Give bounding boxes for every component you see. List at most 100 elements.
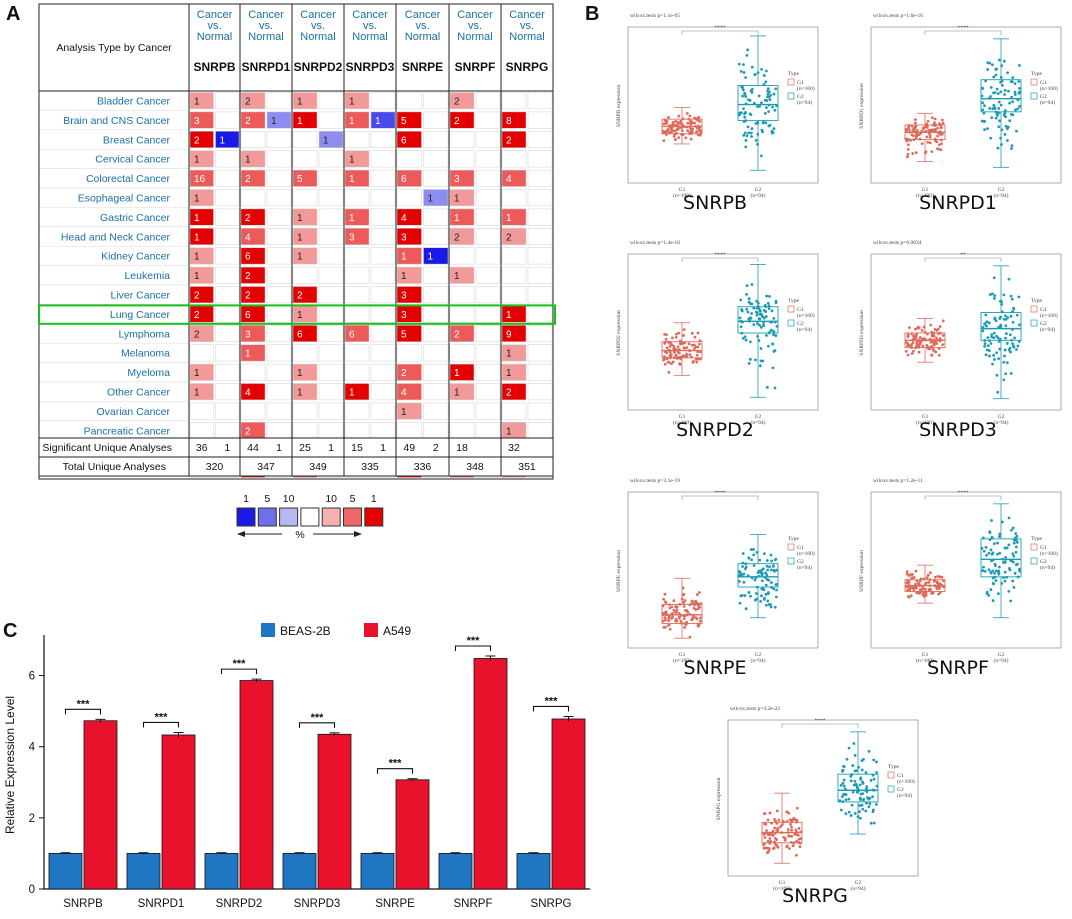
g2-point <box>766 568 770 572</box>
g1-point <box>663 616 667 620</box>
g2-point <box>1010 528 1013 532</box>
heat-cell-value: 2 <box>245 213 251 224</box>
g1-point <box>925 332 929 336</box>
g1-point <box>910 124 914 128</box>
heat-cell <box>475 247 501 265</box>
g2-point <box>770 585 773 589</box>
g2-point <box>995 351 999 355</box>
g2-point <box>755 313 759 317</box>
heat-cell <box>370 92 396 110</box>
g1-point <box>678 602 682 606</box>
g2-point <box>747 591 751 594</box>
g2-point <box>985 324 988 328</box>
g2-point <box>1010 144 1014 147</box>
g1-point <box>776 829 780 833</box>
g2-point <box>748 316 752 320</box>
gene-header-cell <box>239 3 293 92</box>
g2-point <box>762 320 766 324</box>
qpcr-bar-chart: BEAS-2B A549 Relative Expression Level 0… <box>3 623 590 910</box>
g1-point <box>918 579 922 583</box>
g1-point <box>911 573 914 576</box>
total-value: 335 <box>361 461 379 473</box>
legend-g2-key <box>1030 92 1038 100</box>
g1-point <box>933 117 937 121</box>
g1-point <box>905 129 909 133</box>
g1-point <box>926 119 930 123</box>
heat-cell-value: 16 <box>194 174 206 185</box>
heat-cell-value: 1 <box>349 174 355 185</box>
g2-point <box>871 795 875 799</box>
g2-point <box>1007 277 1011 281</box>
g2-point <box>875 771 879 774</box>
heat-cell <box>423 228 449 245</box>
total-value: 348 <box>466 461 484 473</box>
g2-point <box>772 333 776 337</box>
test-label: wilcox.tests p=4.2e-22 <box>730 706 780 712</box>
bar-beas-2b-snrpb <box>48 853 83 890</box>
g1-point <box>780 831 783 835</box>
heat-cell <box>292 111 318 129</box>
heat-cell <box>189 247 214 265</box>
heat-cell <box>501 383 527 401</box>
total-value: 349 <box>309 461 327 473</box>
g2-point <box>1018 87 1021 90</box>
g2-point <box>771 564 775 568</box>
g2-point <box>1014 536 1017 540</box>
g1-point <box>698 133 702 137</box>
heat-cell-value: 6 <box>349 329 355 340</box>
cancer-label: Ovarian Cancer <box>96 406 170 418</box>
heat-cell <box>501 92 527 110</box>
g2-point <box>990 116 994 119</box>
g1-point <box>914 118 917 121</box>
heat-cell-value: 3 <box>401 232 407 243</box>
g1-point <box>669 126 673 130</box>
heat-cell-value: 1 <box>297 252 303 263</box>
g2-point <box>744 567 747 571</box>
g2-point <box>766 92 770 96</box>
g2-point <box>766 599 770 603</box>
legend-g2-label: G2 <box>1040 94 1047 100</box>
x-label-g1: G1 <box>922 652 929 658</box>
heat-cell <box>370 208 396 226</box>
g1-point <box>910 352 914 355</box>
heat-cell-value: 6 <box>245 310 251 321</box>
g1-point <box>676 121 680 124</box>
heat-cell-value: 5 <box>297 174 303 185</box>
g1-point <box>766 839 770 843</box>
g1-point <box>699 602 703 605</box>
g2-point <box>991 599 995 602</box>
heat-cell <box>240 111 266 129</box>
heat-cell <box>475 383 501 401</box>
test-label: wilcox.tests p=0.0034 <box>873 240 922 246</box>
g1-point <box>676 345 680 349</box>
heat-cell-value: 2 <box>194 310 200 321</box>
heat-cell <box>396 247 422 265</box>
cancer-label: Esophageal Cancer <box>78 193 171 205</box>
g2-point <box>1018 569 1022 573</box>
g1-point <box>788 818 792 822</box>
heat-cell <box>266 111 292 129</box>
heat-cell-value: 3 <box>454 174 460 185</box>
heat-cell <box>527 228 553 245</box>
g2-point <box>850 803 854 807</box>
heat-cell <box>501 169 527 187</box>
g2-point <box>997 357 1001 361</box>
g1-point <box>662 619 665 623</box>
g1-point <box>762 843 765 847</box>
heat-cell <box>292 363 318 381</box>
g1-point <box>797 827 801 830</box>
heat-cell-value: 2 <box>194 135 200 146</box>
heat-cell <box>240 402 266 420</box>
g1-point <box>904 349 908 353</box>
g2-point <box>745 134 749 138</box>
g2-point <box>1000 83 1004 87</box>
g1-point <box>690 343 694 347</box>
g1-point <box>695 353 699 357</box>
significant-value: 1 <box>380 442 386 454</box>
g2-point <box>996 592 1000 596</box>
g2-point <box>765 578 769 581</box>
g2-point <box>997 572 1001 576</box>
g1-point <box>908 588 911 592</box>
g2-point <box>774 87 778 91</box>
g1-point <box>689 355 693 359</box>
